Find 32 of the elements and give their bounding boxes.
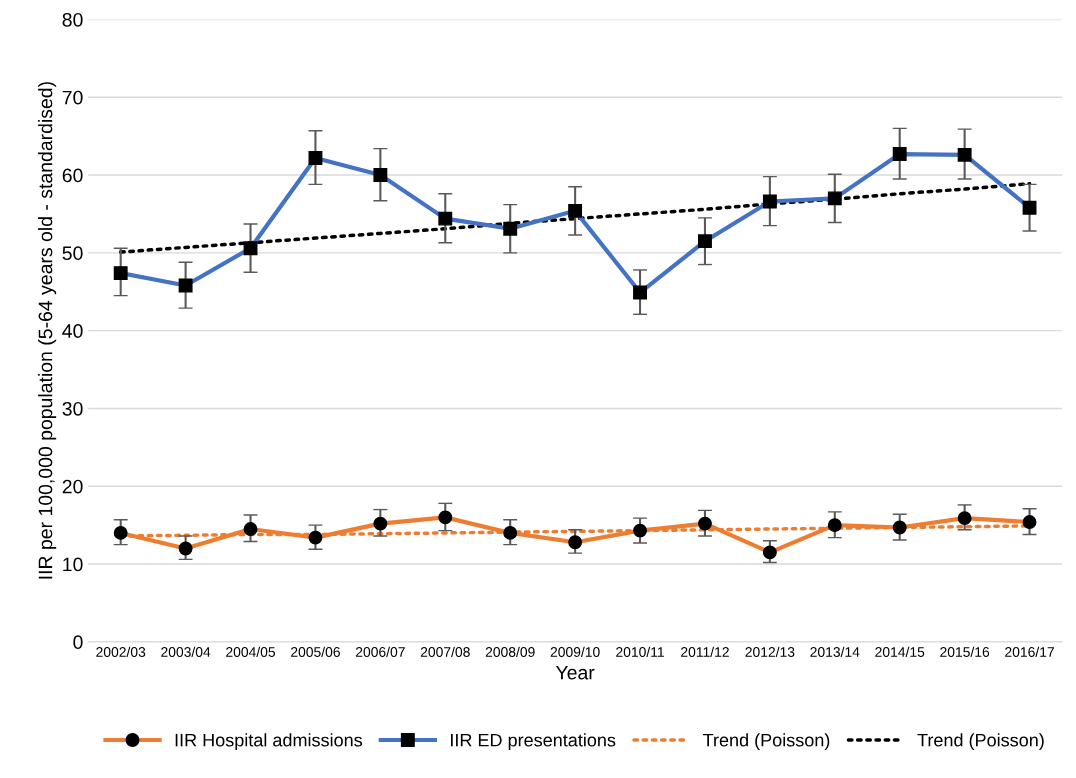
y-tick-label: 60 (62, 168, 83, 183)
x-tick-label: 2005/06 (291, 646, 340, 657)
y-tick-label: 70 (62, 90, 83, 105)
x-tick-label: 2006/07 (355, 646, 405, 657)
x-tick-label: 2004/05 (226, 646, 276, 657)
x-tick-label: 2011/12 (681, 646, 729, 657)
x-axis-title: Year (555, 665, 595, 680)
legend-label: IIR Hospital admissions (175, 733, 363, 751)
y-tick-label: 10 (63, 557, 83, 572)
x-tick-label: 2015/16 (940, 646, 990, 657)
x-tick-label: 2010/11 (616, 646, 664, 657)
y-tick-label: 50 (62, 246, 83, 261)
y-axis-title: IIR per 100,000 population (5-64 years old - standardised) (38, 82, 57, 579)
y-tick-label: 80 (62, 12, 83, 27)
line-series (118, 181, 1032, 256)
x-tick-label: 2012/13 (745, 646, 795, 657)
x-tick-label: 2014/15 (875, 646, 925, 657)
y-tick-label: 0 (73, 635, 83, 650)
x-tick-label: 2003/04 (161, 646, 211, 657)
x-tick-label: 2008/09 (485, 646, 535, 657)
x-tick-label: 2002/03 (96, 646, 146, 657)
x-tick-label: 2013/14 (810, 646, 860, 657)
x-tick-label: 2007/08 (420, 646, 470, 657)
x-tick-label: 2009/10 (550, 646, 600, 657)
y-tick-label: 40 (62, 324, 83, 338)
point (827, 191, 842, 206)
legend-label: Trend (Poisson) (703, 733, 830, 751)
y-tick-label: 30 (62, 401, 83, 416)
legend-label: Trend (Poisson) (917, 733, 1044, 751)
x-tick-label: 2016/17 (1005, 646, 1054, 657)
legend-label: IIR ED presentations (451, 733, 616, 751)
y-tick-label: 20 (62, 479, 83, 494)
